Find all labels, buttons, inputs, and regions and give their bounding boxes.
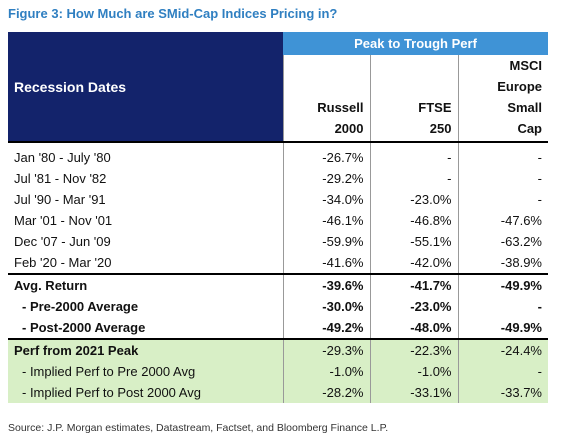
cell: -26.7% [282, 141, 370, 168]
row-label: Jul '81 - Nov '82 [14, 171, 107, 186]
cell: -63.2% [457, 231, 548, 252]
table-row: Feb '20 - Mar '20 -41.6% -42.0% -38.9% [8, 252, 548, 274]
header-line: Europe [497, 79, 542, 94]
figure-title: Figure 3: How Much are SMid-Cap Indices … [8, 6, 338, 21]
cell: - [369, 141, 458, 168]
cell: -33.7% [457, 382, 548, 403]
row-label: - Implied Perf to Post 2000 Avg [8, 382, 283, 403]
table-row: Jul '81 - Nov '82 -29.2% - - [8, 168, 548, 189]
cell: -29.3% [282, 338, 370, 361]
table-row: Avg. Return -39.6% -41.7% -49.9% [8, 273, 548, 296]
cell: -48.0% [369, 317, 458, 339]
cell: -33.1% [369, 382, 458, 403]
cell: - [457, 296, 548, 317]
cell: -47.6% [457, 210, 548, 231]
cell: -59.9% [282, 231, 370, 252]
table-row: Perf from 2021 Peak -29.3% -22.3% -24.4% [8, 338, 548, 361]
column-header: FTSE 250 [369, 55, 458, 142]
row-label: Jul '90 - Mar '91 [14, 192, 106, 207]
row-label: Dec '07 - Jun '09 [14, 234, 111, 249]
table-row: - Pre-2000 Average -30.0% -23.0% - [8, 296, 548, 317]
cell: - [457, 361, 548, 382]
table-row: Jul '90 - Mar '91 -34.0% -23.0% - [8, 189, 548, 210]
cell: - [457, 168, 548, 189]
cell: -29.2% [282, 168, 370, 189]
table-body: Recession Dates Peak to Trough Perf Russ… [8, 32, 548, 403]
table-row: - Implied Perf to Post 2000 Avg -28.2% -33… [8, 382, 548, 403]
cell: - [369, 168, 458, 189]
cell: -1.0% [369, 361, 458, 382]
column-header: MSCI Europe Small Cap [457, 55, 548, 142]
cell: -23.0% [369, 296, 458, 317]
row-label: Avg. Return [8, 273, 283, 296]
cell: -1.0% [282, 361, 370, 382]
cell: -38.9% [457, 252, 548, 274]
cell: -41.7% [369, 273, 458, 296]
cell: - [457, 189, 548, 210]
cell: -28.2% [282, 382, 370, 403]
header-left: Recession Dates [8, 32, 283, 142]
header-line: Russell [317, 100, 364, 115]
row-label: - Implied Perf to Pre 2000 Avg [8, 361, 283, 382]
cell: -30.0% [282, 296, 370, 317]
table-row: Dec '07 - Jun '09 -59.9% -55.1% -63.2% [8, 231, 548, 252]
row-label: Perf from 2021 Peak [8, 338, 283, 361]
header-line: 2000 [334, 121, 364, 136]
header-line: MSCI [509, 58, 543, 73]
row-label: - Pre-2000 Average [22, 299, 139, 314]
row-label: Feb '20 - Mar '20 [14, 255, 112, 270]
cell: -55.1% [369, 231, 458, 252]
cell: -42.0% [369, 252, 458, 274]
cell: -49.9% [457, 273, 548, 296]
cell: -49.9% [457, 317, 548, 339]
cell: -23.0% [369, 189, 458, 210]
cell: - [457, 141, 548, 168]
cell: -46.1% [282, 210, 370, 231]
table-row: - Post-2000 Average -49.2% -48.0% -49.9% [8, 317, 548, 339]
header-line: Cap [517, 121, 542, 136]
source-note: Source: J.P. Morgan estimates, Datastrea… [8, 422, 389, 434]
row-label: - Post-2000 Average [22, 320, 146, 335]
cell: -49.2% [282, 317, 370, 339]
header-line: FTSE [418, 100, 452, 115]
data-table: Recession Dates Peak to Trough Perf Russ… [8, 32, 548, 403]
table-row: - Implied Perf to Pre 2000 Avg -1.0% -1.0%… [8, 361, 548, 382]
cell: -24.4% [457, 338, 548, 361]
table-row: Mar '01 - Nov '01 -46.1% -46.8% -47.6% [8, 210, 548, 231]
row-label: Jan '80 - July '80 [8, 141, 283, 168]
header-group: Peak to Trough Perf [283, 32, 548, 55]
table-row: Jan '80 - July '80 -26.7% - - [8, 141, 548, 168]
cell: -22.3% [369, 338, 458, 361]
row-label: Mar '01 - Nov '01 [14, 213, 113, 228]
cell: -41.6% [282, 252, 370, 274]
header-line: 250 [429, 121, 452, 136]
header-line: Small [507, 100, 542, 115]
cell: -46.8% [369, 210, 458, 231]
column-header: Russell 2000 [282, 55, 370, 142]
cell: -39.6% [282, 273, 370, 296]
cell: -34.0% [282, 189, 370, 210]
